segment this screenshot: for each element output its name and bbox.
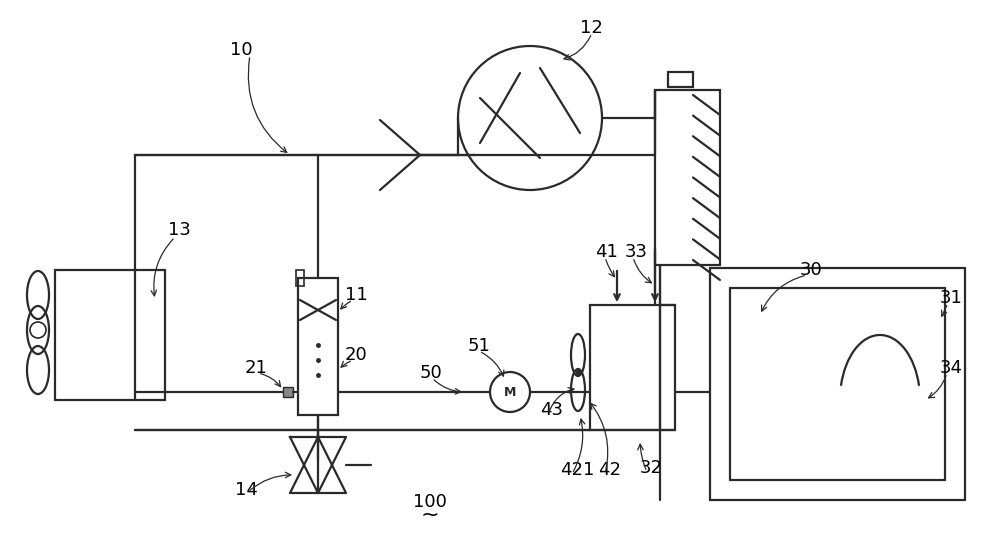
Text: 12: 12: [580, 19, 603, 37]
Text: 13: 13: [168, 221, 191, 239]
Text: 50: 50: [420, 364, 443, 382]
Bar: [590, 305, 675, 430]
Bar: [298, 278, 338, 415]
Text: 21: 21: [245, 359, 268, 377]
Text: 100: 100: [413, 493, 447, 511]
Bar: [668, 72, 693, 87]
Bar: [55, 270, 165, 400]
Text: 42: 42: [598, 461, 621, 479]
Text: 34: 34: [940, 359, 963, 377]
Text: M: M: [504, 386, 516, 399]
Bar: [730, 288, 945, 480]
Text: 11: 11: [345, 286, 368, 304]
Bar: [296, 270, 304, 286]
Text: 31: 31: [940, 289, 963, 307]
Text: 41: 41: [595, 243, 618, 261]
Text: 14: 14: [235, 481, 258, 499]
Text: 20: 20: [345, 346, 368, 364]
Text: 51: 51: [468, 337, 491, 355]
Text: 30: 30: [800, 261, 823, 279]
Text: 33: 33: [625, 243, 648, 261]
Text: 421: 421: [560, 461, 594, 479]
Text: 10: 10: [230, 41, 253, 59]
Bar: [710, 268, 965, 500]
Text: 32: 32: [640, 459, 663, 477]
Bar: [283, 387, 293, 397]
Bar: [655, 90, 720, 265]
Text: ~: ~: [421, 505, 439, 525]
Text: 43: 43: [540, 401, 563, 419]
